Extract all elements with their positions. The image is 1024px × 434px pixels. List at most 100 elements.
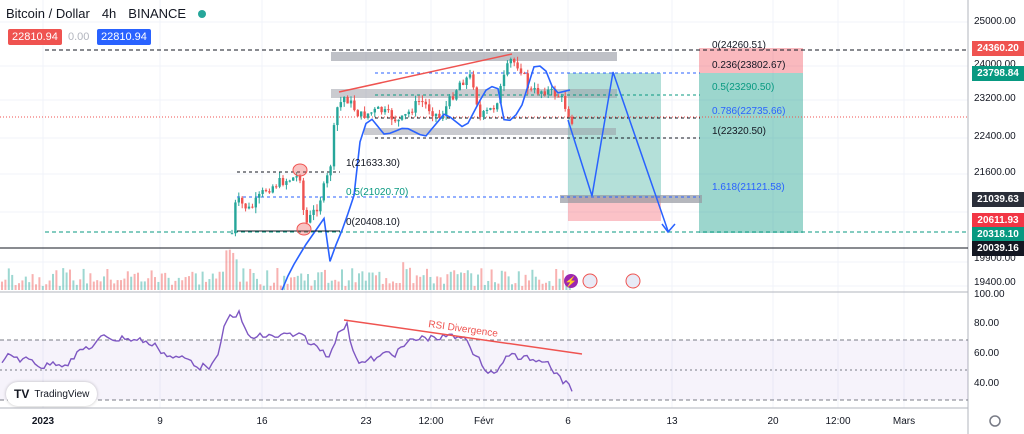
rsi-divergence-line[interactable] [343,319,583,355]
projection-path[interactable] [567,71,669,232]
candle-body [244,203,247,209]
candle-body [533,87,536,90]
candle-body [397,119,400,122]
volume-bar [538,279,541,290]
volume-bar [477,274,479,290]
volume-bar [279,285,282,290]
bid-price[interactable]: 22810.94 [8,29,62,45]
fib-left-05-label: 0.5(21020.70) [346,187,408,198]
tradingview-logo[interactable]: TV TradingView [6,382,98,406]
candle-body [540,91,543,94]
volume-bar [208,279,211,290]
volume-bar [106,269,109,290]
volume-bar [324,269,326,290]
price-tick: 25000.00 [974,16,1016,27]
price-label-last[interactable]: 20039.16 [972,241,1024,256]
ask-price[interactable]: 22810.94 [97,29,151,45]
volume-bar [198,284,201,290]
volume-bar [368,272,371,290]
volume-bar [565,283,568,290]
symbol-title[interactable]: Bitcoin / Dollar [6,6,90,21]
candle-body [261,190,264,194]
tradingview-icon: TV [14,387,30,401]
volume-bar [511,284,513,290]
volume-bar [432,283,435,290]
volume-bar [249,268,252,290]
volume-bar [232,252,235,290]
us-flag-icon[interactable] [582,273,598,289]
resistance-zone[interactable] [331,52,617,61]
volume-bar [419,276,422,290]
volume-bar [439,277,442,290]
fib-right-1-label: 1(22320.50) [712,126,766,137]
volume-bar [188,276,190,290]
volume-bar [385,278,388,290]
target-zone-right[interactable] [699,73,803,233]
volume-bar [201,271,204,290]
volume-bar [103,276,105,290]
volume-bar [171,284,173,290]
volume-bar [473,285,476,290]
candle-body [462,82,465,85]
volume-bar [266,270,269,290]
volume-bar [313,280,316,290]
support-zone[interactable] [364,128,616,135]
candle-body [241,197,244,204]
candle-body [485,109,489,111]
us-flag-icon-2[interactable] [625,273,641,289]
volume-bar [344,285,347,290]
pivot-low-marker[interactable] [296,222,312,236]
volume-bar [133,273,136,290]
flash-glyph: ⚡ [565,275,577,288]
interval-label[interactable]: 4h [101,6,117,21]
volume-bar [392,281,394,290]
volume-bar [14,285,17,290]
pivot-high-marker[interactable] [292,163,308,177]
gear-icon[interactable] [989,415,1001,427]
price-label-target[interactable]: 23798.84 [972,66,1024,81]
candle-body [479,104,482,118]
candle-body [482,110,485,118]
candle-body [417,101,421,103]
volume-bar [31,274,34,290]
volume-bar [364,280,367,290]
candle-body [288,180,291,182]
candle-body [513,58,516,63]
volume-bar [347,280,350,290]
flash-event-icon[interactable] [564,274,578,288]
symbol-header[interactable]: Bitcoin / Dollar 4h BINANCE [6,6,207,21]
volume-bar [211,273,214,290]
candle-body [387,109,390,111]
candle-body [458,82,461,91]
volume-bar [412,283,415,290]
volume-bar [194,273,197,290]
candle-body [553,88,557,97]
volume-bar [89,273,92,290]
moving-average-line [281,65,571,291]
stop-zone-right[interactable] [699,48,803,73]
candle-body [414,101,417,113]
target-zone-bar[interactable] [560,195,702,203]
volume-bar [422,275,425,290]
volume-bar [494,282,496,290]
candle-body [560,96,563,98]
candle-body [428,104,431,112]
price-label-high[interactable]: 24360.20 [972,41,1024,56]
time-tick: 9 [157,416,163,427]
candle-body [247,206,251,209]
volume-bar [317,272,320,290]
volume-bar [167,277,170,290]
mid-zone[interactable] [331,89,617,98]
candle-body [326,175,329,184]
price-label-low[interactable]: 20318.10 [972,227,1024,242]
price-label-stop[interactable]: 20611.93 [972,213,1024,228]
time-tick: 12:00 [418,416,444,427]
rising-wedge-line[interactable] [338,53,513,93]
price-label-fib[interactable]: 21039.63 [972,192,1024,207]
fib-left-0-label: 0(20408.10) [346,217,400,228]
volume-bar [79,279,82,290]
volume-bar [21,280,24,290]
volume-bar [337,281,340,290]
